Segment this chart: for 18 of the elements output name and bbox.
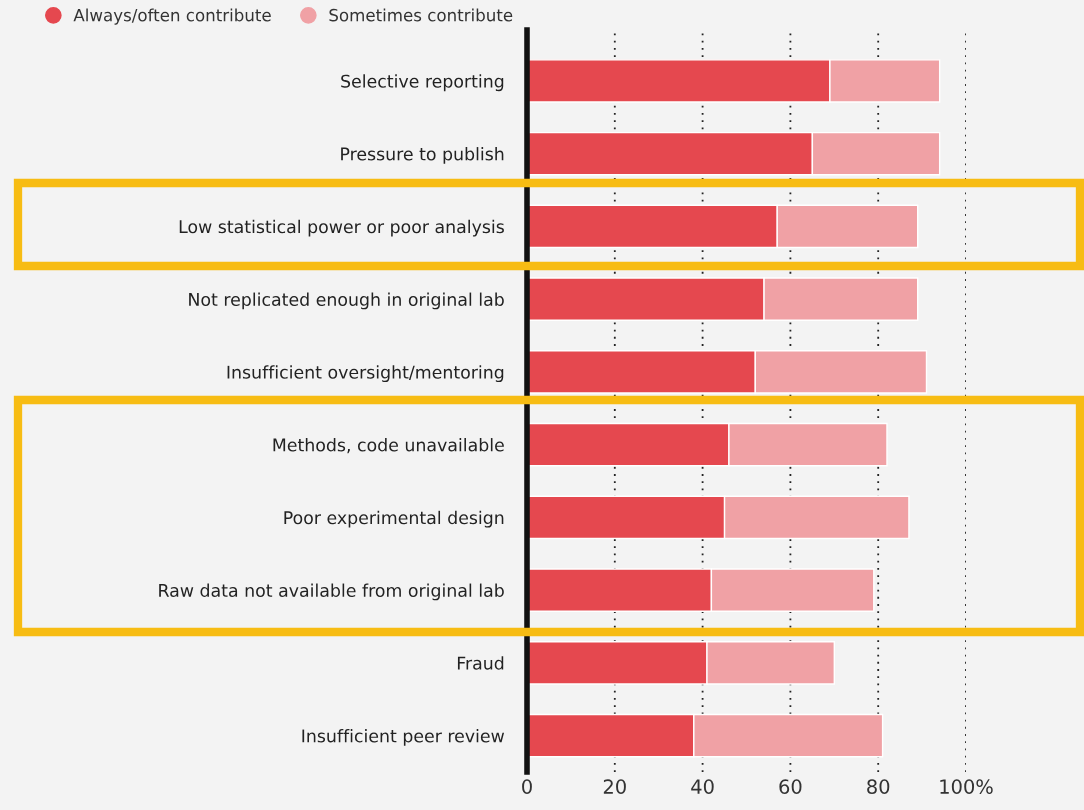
y-tick-label: Poor experimental design <box>284 510 504 528</box>
y-tick-label: Methods, code unavailable <box>273 438 504 454</box>
x-tick-label: 40 <box>691 779 714 794</box>
x-tick-label: 0 <box>522 779 532 794</box>
y-tick-label: Pressure to publish <box>341 147 504 164</box>
x-tick-label: 60 <box>779 779 802 794</box>
y-tick-label: Low statistical power or poor analysis <box>179 219 504 237</box>
y-tick-label: Insufficient oversight/mentoring <box>227 365 504 383</box>
y-tick-label: Not replicated enough in original lab <box>189 292 504 310</box>
legend-label: Always/often contribute <box>73 8 271 25</box>
x-tick-label: 100% <box>940 779 993 794</box>
y-tick-label: Insufficient peer review <box>302 729 505 746</box>
y-tick-label: Raw data not available from original lab <box>159 583 504 601</box>
x-tick-label: 20 <box>603 779 626 794</box>
y-tick-label: Selective reporting <box>341 74 504 92</box>
x-tick-label: 80 <box>867 779 890 794</box>
y-tick-label: Fraud <box>457 656 504 670</box>
legend-label: Sometimes contribute <box>329 8 513 22</box>
